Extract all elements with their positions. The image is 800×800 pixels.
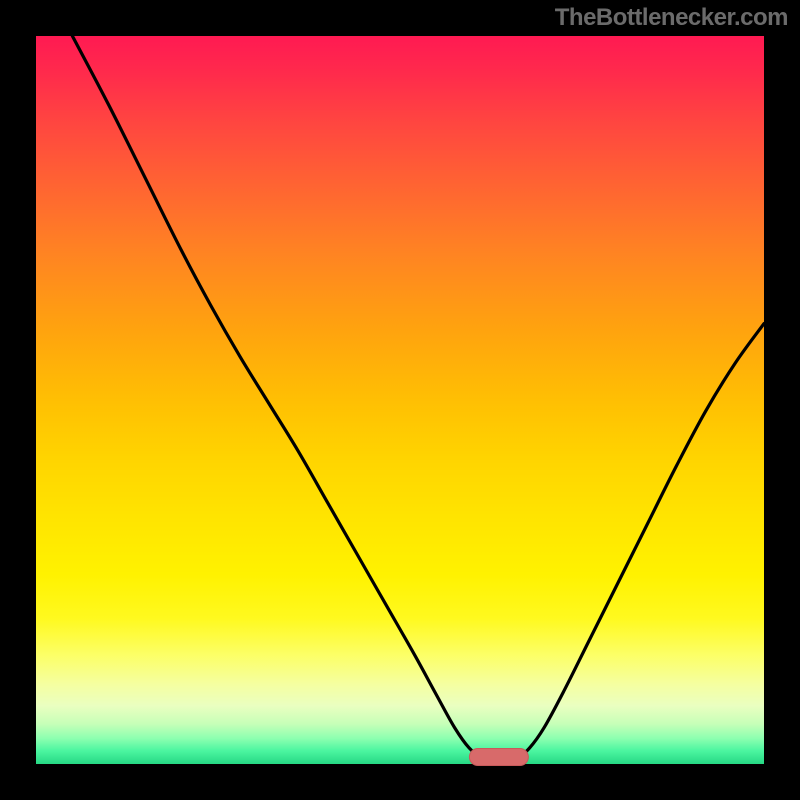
plot-area bbox=[36, 36, 764, 764]
watermark-text: TheBottlenecker.com bbox=[555, 4, 788, 32]
chart-background bbox=[36, 36, 764, 764]
chart-frame: TheBottlenecker.com bbox=[0, 0, 800, 800]
chart-svg bbox=[36, 36, 764, 764]
optimum-marker bbox=[469, 748, 529, 766]
